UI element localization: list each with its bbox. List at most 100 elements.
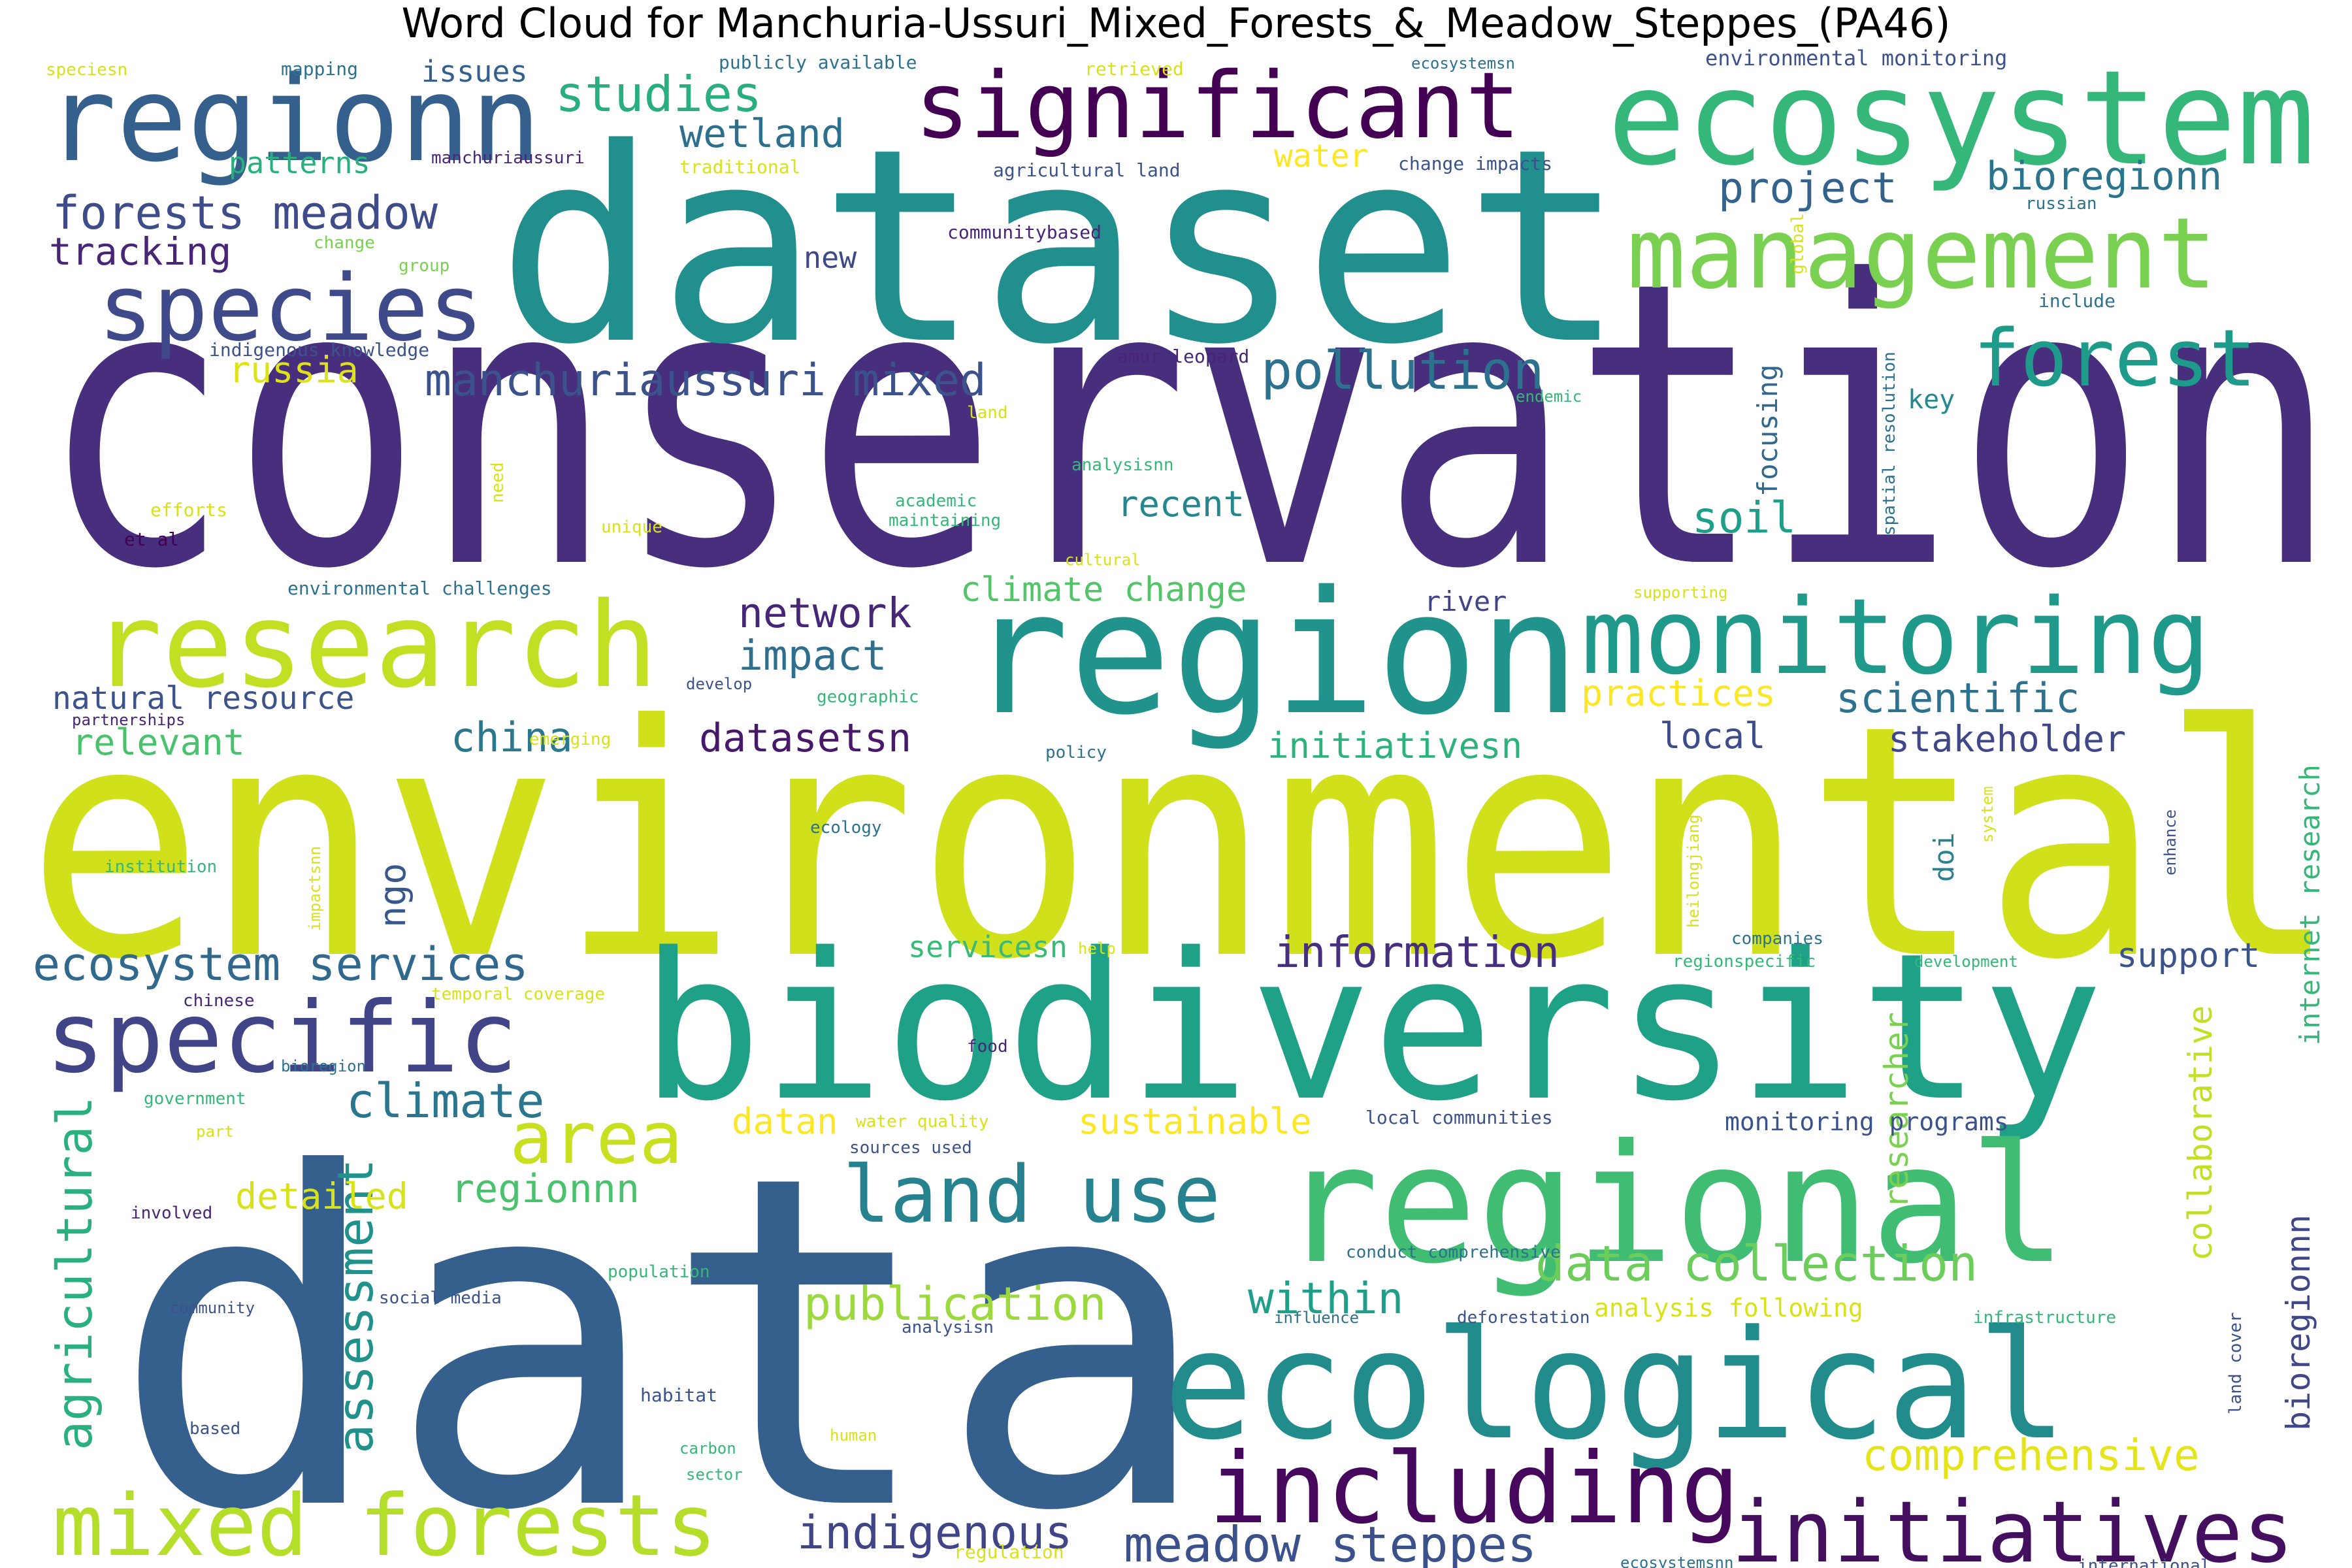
word-detailed: detailed (235, 1175, 408, 1217)
word-environmental: environmental (26, 657, 2339, 1030)
word-help: help (1078, 939, 1116, 958)
word-internet-research: internet research (2294, 764, 2326, 1045)
word-indigenous: indigenous (797, 1506, 1072, 1560)
word-forest: forest (1973, 314, 2256, 404)
word-spatial-resolution: spatial resolution (1880, 351, 1899, 536)
word-conservation: conservation (39, 198, 2339, 655)
word-bioregionn: bioregionn (1986, 154, 2222, 199)
word-china: china (451, 713, 573, 761)
word-dataset: dataset (497, 91, 1625, 403)
word-specific: specific (46, 981, 517, 1095)
word-natural-resource: natural resource (52, 680, 354, 717)
word-efforts: efforts (150, 499, 227, 521)
word-region: region (967, 555, 1580, 753)
word-regionn: regionn (46, 52, 542, 188)
word-doi: doi (1928, 832, 1960, 882)
word-social-media: social media (379, 1288, 502, 1308)
word-servicesn: servicesn (908, 930, 1068, 964)
word-environmental-monitoring: environmental monitoring (1705, 46, 2007, 71)
word-impact: impact (738, 632, 887, 679)
word-infrastructure: infrastructure (1973, 1308, 2116, 1328)
word-water: water (1274, 138, 1369, 174)
word-climate: climate (346, 1073, 544, 1128)
word-global: global (1788, 213, 1808, 274)
word-species: species (98, 255, 483, 362)
word-collaborative: collaborative (2181, 1005, 2219, 1261)
word-manchuriaussuri-mixed: manchuriaussuri mixed (425, 355, 987, 406)
word-assessment: assessment (327, 1158, 384, 1454)
word-including: including (1209, 1432, 1740, 1546)
word-ecosystemsnn: ecosystemsnn (1620, 1554, 1733, 1568)
word-key: key (1908, 385, 1955, 415)
word-population: population (608, 1262, 710, 1282)
word-traditional: traditional (679, 156, 800, 178)
word-endemic: endemic (1516, 387, 1582, 406)
word-system: system (1978, 786, 1997, 843)
word-enhance: enhance (2161, 809, 2180, 875)
word-significant: significant (915, 53, 1520, 159)
word-ecosystemsn: ecosystemsn (1411, 54, 1515, 73)
word-institution: institution (105, 857, 217, 877)
word-practices: practices (1581, 672, 1776, 714)
word-land: land (967, 403, 1008, 423)
word-group: group (399, 256, 449, 276)
word-recent: recent (1117, 483, 1245, 525)
word-government: government (144, 1089, 246, 1109)
word-ecosystem-services: ecosystem services (33, 938, 529, 991)
word-focusing: focusing (1752, 365, 1784, 497)
word-ngo: ngo (372, 863, 414, 928)
word-research: research (91, 578, 658, 714)
word-monitoring: monitoring (1581, 576, 2210, 698)
word-ecology: ecology (810, 818, 882, 838)
word-based: based (189, 1419, 240, 1439)
word-patterns: patterns (229, 146, 370, 180)
word-biodiversity: biodiversity (640, 910, 2104, 1146)
word-information: information (1274, 927, 1560, 977)
word-human: human (830, 1426, 877, 1445)
word-chinese: chinese (183, 991, 255, 1011)
word-regional: regional (1281, 1109, 2067, 1299)
word-develop: develop (686, 675, 752, 693)
word-partnerships: partnerships (72, 711, 185, 729)
word-local: local (1659, 715, 1766, 757)
word-deforestation: deforestation (1457, 1308, 1590, 1328)
word-ecosystem: ecosystem (1607, 42, 2315, 195)
word-habitat: habitat (640, 1384, 717, 1406)
word-russia: russia (229, 349, 359, 391)
word-maintaining: maintaining (889, 511, 1001, 531)
word-forests-meadow: forests meadow (52, 186, 438, 240)
word-development: development (1914, 953, 2018, 971)
word-involved: involved (131, 1203, 212, 1223)
word-wetland: wetland (679, 111, 845, 157)
word-regionspecific: regionspecific (1673, 952, 1816, 972)
word-cultural: cultural (1065, 551, 1141, 569)
word-stakeholder: stakeholder (1888, 718, 2126, 760)
word-change-impacts: change impacts (1398, 153, 1552, 174)
word-manchuriaussuri: manchuriaussuri (431, 148, 585, 168)
word-speciesn: speciesn (46, 60, 127, 80)
word-influence: influence (1274, 1309, 1359, 1327)
word-unique: unique (601, 517, 662, 537)
word-land-use: land use (843, 1150, 1220, 1241)
word-food: food (967, 1037, 1008, 1056)
word-temporal-coverage: temporal coverage (431, 985, 605, 1004)
word-et-al: et al (124, 529, 179, 550)
word-bioregionnn: bioregionnn (2279, 1215, 2317, 1431)
word-policy: policy (1045, 743, 1107, 762)
word-conduct-comprehensive: conduct comprehensive (1346, 1243, 1561, 1262)
word-include: include (2038, 290, 2115, 312)
word-within: within (1248, 1273, 1403, 1324)
word-bioregion: bioregion (281, 1057, 366, 1075)
word-publication: publication (804, 1277, 1107, 1331)
word-local-communities: local communities (1365, 1107, 1553, 1128)
word-indigenous-knowledge: indigenous knowledge (209, 339, 429, 361)
word-studies: studies (555, 65, 762, 123)
word-agricultural-land: agricultural land (993, 159, 1181, 181)
word-communitybased: communitybased (947, 221, 1102, 243)
word-companies: companies (1731, 929, 1823, 949)
word-datan: datan (732, 1101, 838, 1142)
word-area: area (510, 1096, 683, 1180)
word-mapping: mapping (281, 58, 358, 80)
word-carbon: carbon (679, 1439, 736, 1458)
word-sector: sector (686, 1465, 743, 1484)
